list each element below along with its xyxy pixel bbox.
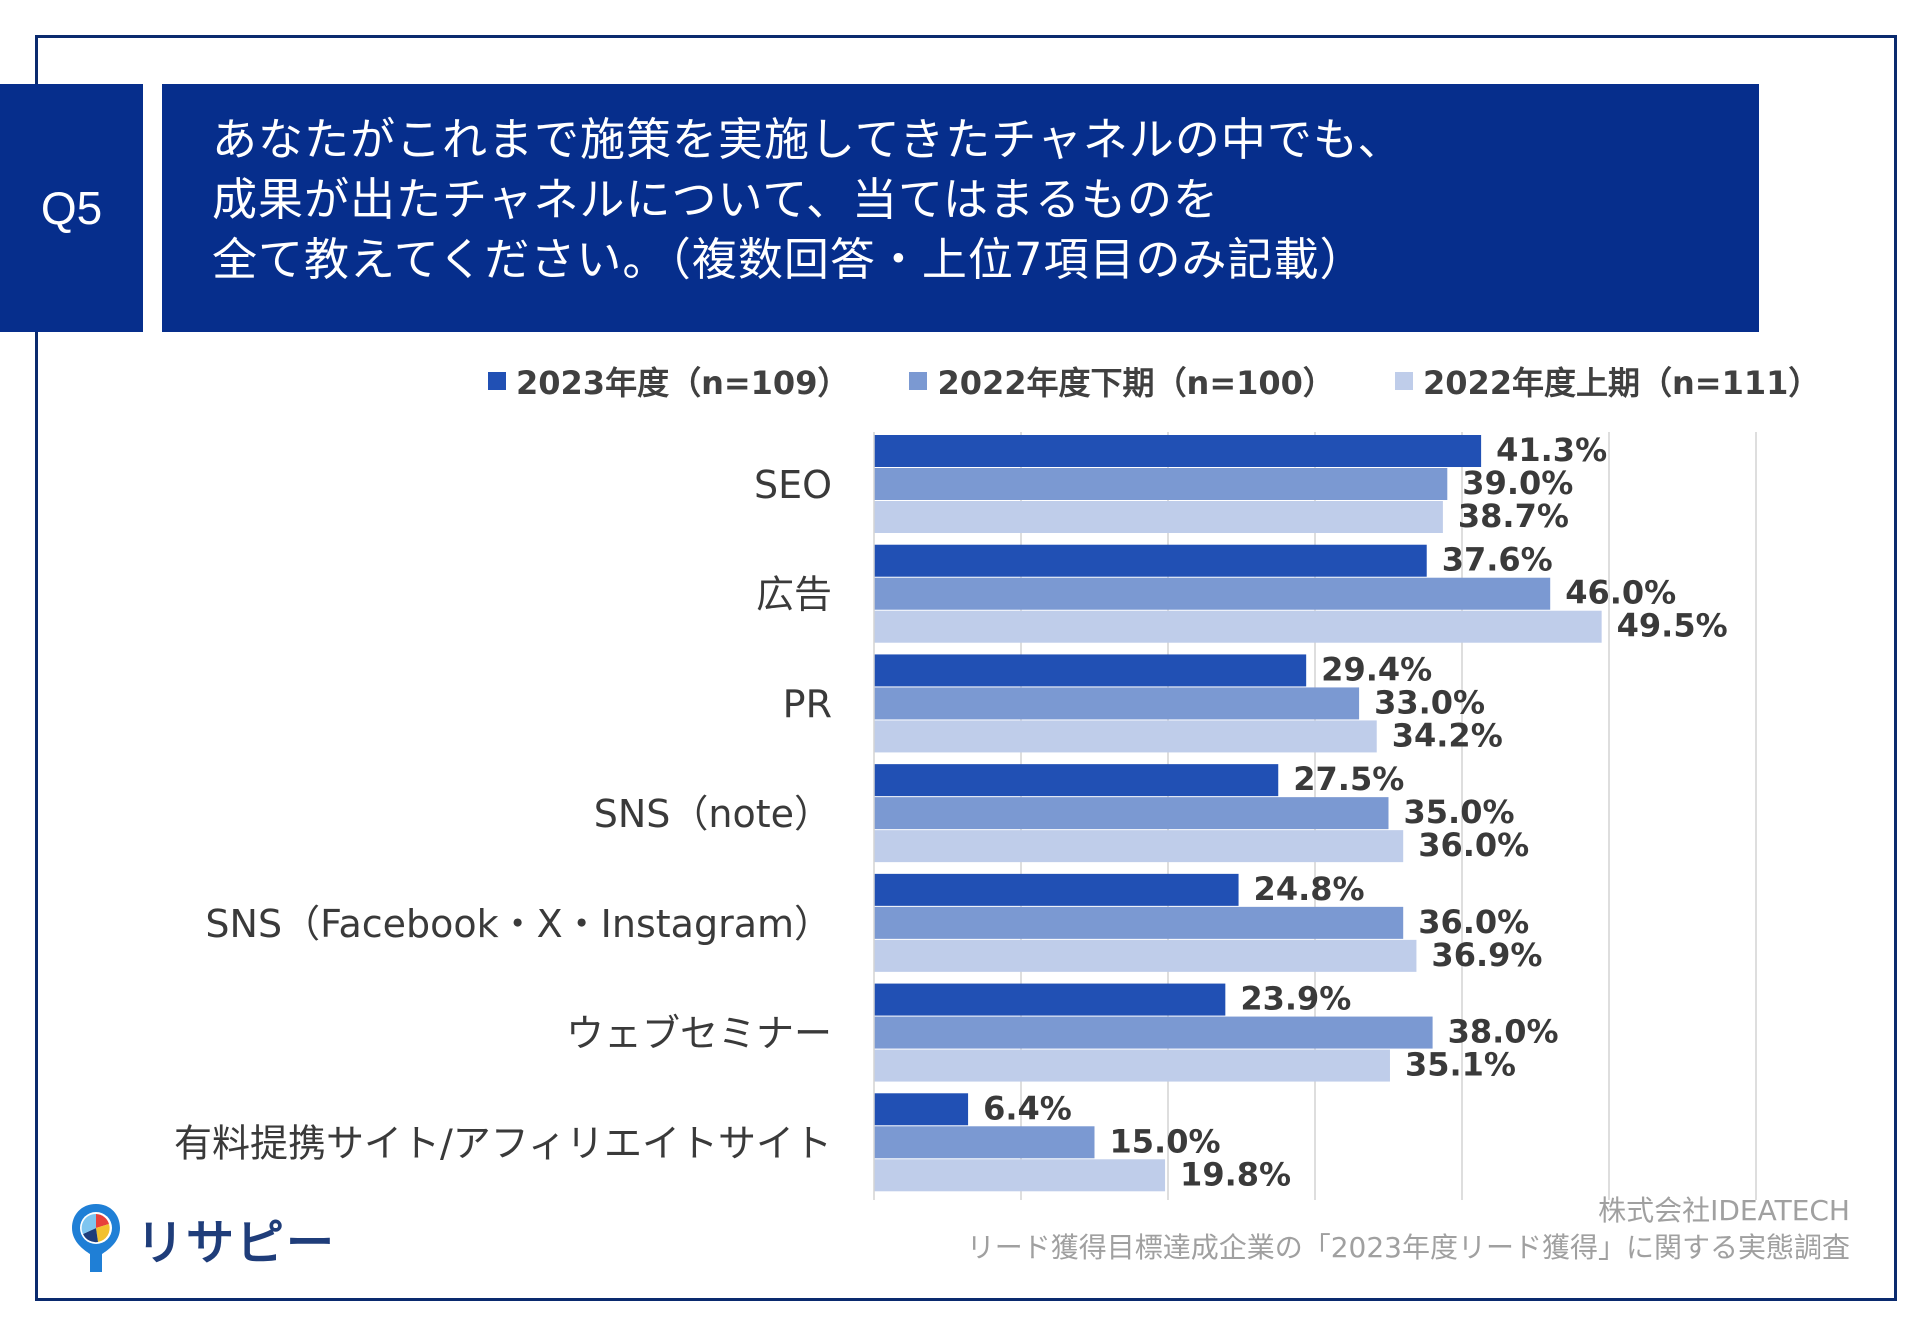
chart-legend: 2023年度（n=109） 2022年度下期（n=100） 2022年度上期（n… <box>488 358 1820 404</box>
bar <box>874 906 1404 939</box>
data-label: 35.1% <box>1405 1046 1516 1084</box>
bar <box>874 687 1360 720</box>
legend-swatch-2023 <box>488 372 506 390</box>
source-note: 株式会社IDEATECH リード獲得目標達成企業の「2023年度リード獲得」に関… <box>967 1192 1850 1266</box>
category-label: 有料提携サイト/アフィリエイトサイト <box>174 1121 832 1165</box>
category-label: ウェブセミナー <box>566 1012 832 1056</box>
bar <box>874 1093 969 1126</box>
data-label: 41.3% <box>1496 431 1607 469</box>
category-label: SEO <box>754 463 832 507</box>
bar <box>874 1126 1095 1159</box>
data-label: 15.0% <box>1110 1122 1221 1160</box>
logo-text: リサピー <box>136 1215 337 1271</box>
category-label: SNS（Facebook・X・Instagram） <box>205 902 832 946</box>
category-label: SNS（note） <box>594 792 832 836</box>
data-label: 38.0% <box>1448 1013 1559 1051</box>
legend-item-2022-first-half: 2022年度上期（n=111） <box>1394 358 1821 404</box>
bar <box>874 501 1443 533</box>
source-company: 株式会社IDEATECH <box>1598 1194 1850 1227</box>
source-survey: リード獲得目標達成企業の「2023年度リード獲得」に関する実態調査 <box>966 1231 1850 1264</box>
data-label: 23.9% <box>1240 980 1351 1018</box>
bar <box>874 764 1279 797</box>
data-label: 27.5% <box>1293 760 1404 798</box>
category-label: PR <box>783 682 832 726</box>
legend-swatch-2022-second-half <box>909 372 928 390</box>
bar <box>874 983 1226 1016</box>
legend-swatch-2022-first-half <box>1394 372 1413 390</box>
bar <box>874 1049 1390 1082</box>
data-label: 46.0% <box>1565 574 1676 612</box>
legend-item-2023: 2023年度（n=109） <box>488 358 849 404</box>
bar <box>874 610 1602 643</box>
data-label: 35.0% <box>1404 793 1515 831</box>
chart-frame <box>35 35 1897 1301</box>
data-label: 33.0% <box>1374 683 1485 721</box>
bar <box>874 577 1551 610</box>
brand-logo: リサピー <box>68 1200 336 1276</box>
data-label: 39.0% <box>1462 464 1573 502</box>
legend-label-2022-second-half: 2022年度下期（n=100） <box>937 364 1335 402</box>
question-number: Q5 <box>40 182 103 234</box>
data-label: 24.8% <box>1254 870 1365 908</box>
question-title-line: 全て教えてください。（複数回答・上位7項目のみ記載） <box>212 233 1366 286</box>
question-title-line: 成果が出たチャネルについて、当てはまるものを <box>212 173 1220 226</box>
logo-pin-icon <box>72 1204 120 1272</box>
data-label: 29.4% <box>1321 650 1432 688</box>
bar <box>874 720 1377 753</box>
data-label: 19.8% <box>1180 1155 1291 1193</box>
data-label: 36.0% <box>1418 903 1529 941</box>
data-label: 6.4% <box>983 1089 1072 1127</box>
category-label: 広告 <box>756 573 832 617</box>
data-label: 36.9% <box>1431 936 1542 974</box>
legend-label-2023: 2023年度（n=109） <box>516 364 850 402</box>
data-label: 36.0% <box>1418 826 1529 864</box>
bar <box>874 435 1482 467</box>
data-label: 49.5% <box>1617 607 1728 645</box>
bar <box>874 468 1448 500</box>
bar <box>874 1016 1433 1049</box>
bar <box>874 1159 1166 1192</box>
bar <box>874 830 1404 863</box>
bar <box>874 797 1389 830</box>
bar <box>874 654 1307 687</box>
bar <box>874 544 1427 577</box>
bar <box>874 939 1417 972</box>
question-title-box: あなたがこれまで施策を実施してきたチャネルの中でも、 成果が出たチャネルについて… <box>162 84 1759 332</box>
question-number-box: Q5 <box>0 84 143 332</box>
data-label: 37.6% <box>1442 541 1553 579</box>
legend-label-2022-first-half: 2022年度上期（n=111） <box>1422 364 1821 402</box>
bar <box>874 873 1239 906</box>
legend-item-2022-second-half: 2022年度下期（n=100） <box>909 358 1335 404</box>
data-label: 38.7% <box>1458 497 1569 535</box>
data-label: 34.2% <box>1392 716 1503 754</box>
question-title-line: あなたがこれまで施策を実施してきたチャネルの中でも、 <box>212 113 1404 166</box>
